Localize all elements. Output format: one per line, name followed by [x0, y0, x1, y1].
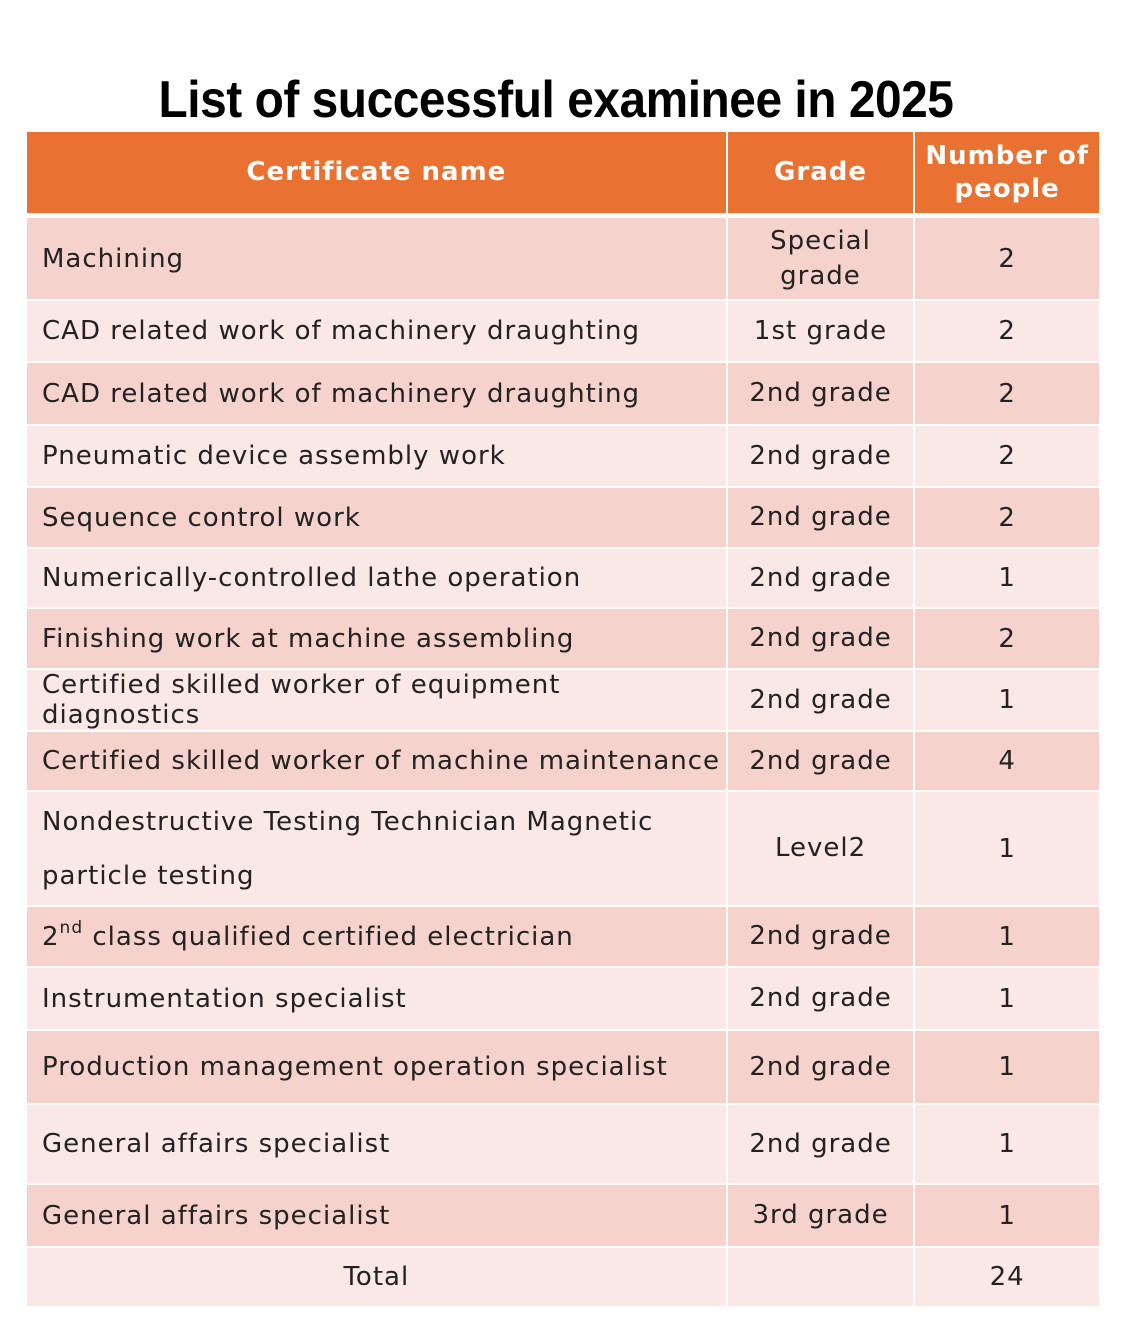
certificate-name: Certified skilled worker of machine main…	[27, 732, 726, 790]
grade: 2nd grade	[727, 488, 914, 547]
grade: 2nd grade	[727, 968, 914, 1029]
number-of-people: 1	[915, 1031, 1099, 1103]
certificate-name: Machining	[27, 218, 726, 299]
certificate-name: Pneumatic device assembly work	[27, 426, 726, 486]
table-row: General affairs specialist 2nd grade 1	[27, 1105, 1099, 1183]
grade: 2nd grade	[727, 1105, 914, 1183]
table-row: CAD related work of machinery draughting…	[27, 301, 1099, 361]
number-of-people: 2	[915, 488, 1099, 547]
grade: 2nd grade	[727, 549, 914, 607]
number-of-people: 1	[915, 1105, 1099, 1183]
certificate-name: Production management operation speciali…	[27, 1031, 726, 1103]
header-number-of-people: Number of people	[915, 132, 1099, 213]
number-of-people: 2	[915, 363, 1099, 424]
number-of-people: 2	[915, 301, 1099, 361]
table-row: Pneumatic device assembly work 2nd grade 2	[27, 426, 1099, 486]
number-of-people: 1	[915, 968, 1099, 1029]
grade: 3rd grade	[727, 1185, 914, 1246]
grade: 1st grade	[727, 301, 914, 361]
grade: 2nd grade	[727, 609, 914, 668]
table-row: General affairs specialist 3rd grade 1	[27, 1185, 1099, 1246]
grade: 2nd grade	[727, 363, 914, 424]
certificate-name: Certified skilled worker of equipment di…	[27, 670, 726, 730]
total-row: Total 24	[27, 1248, 1099, 1306]
number-of-people: 1	[915, 907, 1099, 966]
grade: 2nd grade	[727, 1031, 914, 1103]
number-of-people: 2	[915, 426, 1099, 486]
table-header-row: Certificate name Grade Number of people	[27, 132, 1099, 213]
grade: 2nd grade	[727, 670, 914, 730]
grade: Level2	[727, 792, 914, 905]
certificate-name: Instrumentation specialist	[27, 968, 726, 1029]
table-row: Instrumentation specialist 2nd grade 1	[27, 968, 1099, 1029]
certificate-name: Numerically-controlled lathe operation	[27, 549, 726, 607]
name-superscript: nd	[59, 917, 84, 938]
certificate-name: CAD related work of machinery draughting	[27, 301, 726, 361]
certificate-name: Finishing work at machine assembling	[27, 609, 726, 668]
number-of-people: 4	[915, 732, 1099, 790]
number-of-people: 2	[915, 218, 1099, 299]
number-of-people: 2	[915, 609, 1099, 668]
grade: 2nd grade	[727, 732, 914, 790]
grade: 2nd grade	[727, 907, 914, 966]
table-row: Sequence control work 2nd grade 2	[27, 488, 1099, 547]
table-row: CAD related work of machinery draughting…	[27, 363, 1099, 424]
number-of-people: 1	[915, 670, 1099, 730]
certificate-name: 2nd class qualified certified electricia…	[27, 907, 726, 966]
certificate-name: General affairs specialist	[27, 1105, 726, 1183]
certificate-name: Sequence control work	[27, 488, 726, 547]
number-of-people: 1	[915, 549, 1099, 607]
table-row: Machining Special grade 2	[27, 218, 1099, 299]
grade: Special grade	[727, 218, 914, 299]
number-of-people: 1	[915, 1185, 1099, 1246]
total-grade	[727, 1248, 914, 1306]
examinee-table: Certificate name Grade Number of people …	[27, 132, 1100, 1306]
total-count: 24	[915, 1248, 1099, 1306]
page-title: List of successful examinee in 2025	[158, 71, 954, 129]
table-row: Certified skilled worker of machine main…	[27, 732, 1099, 790]
name-rest: class qualified certified electrician	[83, 921, 574, 952]
certificate-name: General affairs specialist	[27, 1185, 726, 1246]
header-grade: Grade	[727, 132, 914, 213]
table-row: Numerically-controlled lathe operation 2n…	[27, 549, 1099, 607]
table-row: Finishing work at machine assembling 2nd …	[27, 609, 1099, 668]
table-row: Production management operation speciali…	[27, 1031, 1099, 1103]
grade: 2nd grade	[727, 426, 914, 486]
table-row: Nondestructive Testing Technician Magnet…	[27, 792, 1100, 905]
table-row: 2nd class qualified certified electricia…	[27, 907, 1099, 966]
total-label: Total	[27, 1248, 726, 1306]
name-prefix: 2	[42, 921, 60, 952]
table-row: Certified skilled worker of equipment di…	[27, 670, 1099, 730]
certificate-name: Nondestructive Testing Technician Magnet…	[27, 792, 726, 905]
header-certificate-name: Certificate name	[27, 132, 726, 213]
number-of-people: 1	[915, 792, 1100, 905]
certificate-name: CAD related work of machinery draughting	[27, 363, 726, 424]
